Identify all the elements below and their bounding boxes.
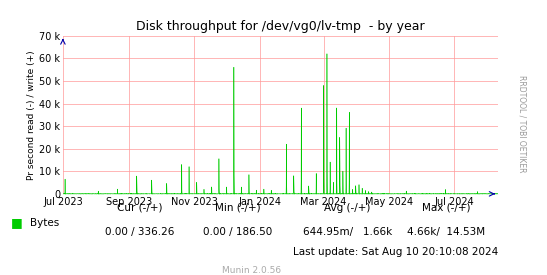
Text: Max (-/+): Max (-/+) xyxy=(422,203,470,213)
Title: Disk throughput for /dev/vg0/lv-tmp  - by year: Disk throughput for /dev/vg0/lv-tmp - by… xyxy=(136,20,424,33)
Text: Cur (-/+): Cur (-/+) xyxy=(117,203,162,213)
Text: Munin 2.0.56: Munin 2.0.56 xyxy=(222,266,281,274)
Y-axis label: Pr second read (-) / write (+): Pr second read (-) / write (+) xyxy=(27,50,36,180)
Text: 4.66k/  14.53M: 4.66k/ 14.53M xyxy=(407,227,485,237)
Text: 644.95m/   1.66k: 644.95m/ 1.66k xyxy=(302,227,392,237)
Text: Min (-/+): Min (-/+) xyxy=(215,203,261,213)
Text: 0.00 / 186.50: 0.00 / 186.50 xyxy=(203,227,272,237)
Text: RRDTOOL / TOBI OETIKER: RRDTOOL / TOBI OETIKER xyxy=(518,75,527,172)
Text: Avg (-/+): Avg (-/+) xyxy=(324,203,370,213)
Text: ■: ■ xyxy=(11,216,22,229)
Text: Bytes: Bytes xyxy=(30,218,59,228)
Text: 0.00 / 336.26: 0.00 / 336.26 xyxy=(105,227,174,237)
Text: Last update: Sat Aug 10 20:10:08 2024: Last update: Sat Aug 10 20:10:08 2024 xyxy=(293,247,498,257)
